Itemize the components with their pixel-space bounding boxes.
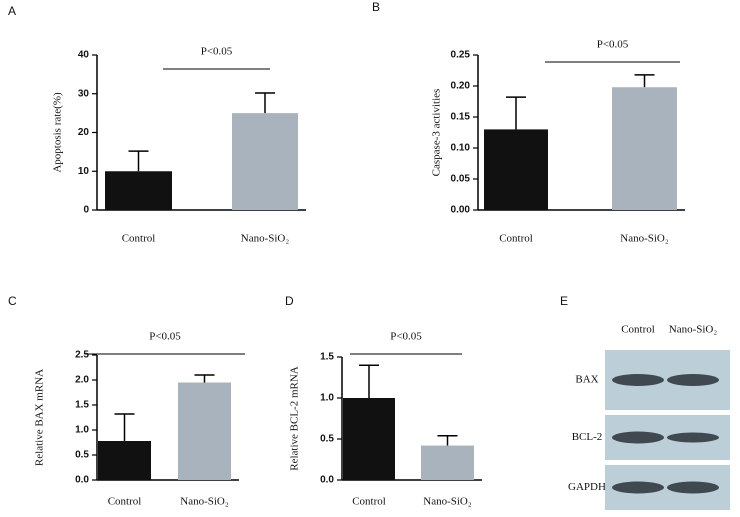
x-tick-label: Nano-SiO₂ <box>423 496 472 508</box>
panel-label: B <box>372 0 380 14</box>
bar <box>98 441 151 480</box>
blot-band <box>612 481 664 494</box>
y-tick-label: 2.5 <box>75 350 89 361</box>
annotation: P<0.05 <box>149 331 181 343</box>
y-tick-label: 1.5 <box>320 352 334 363</box>
x-tick-label: Control <box>499 233 533 245</box>
row-label: BCL-2 <box>572 431 603 443</box>
row-label: BAX <box>575 374 598 386</box>
row-label: GAPDH <box>568 481 606 493</box>
y-tick-label: 30 <box>78 88 90 99</box>
x-tick-label: Nano-SiO₂ <box>241 233 290 245</box>
x-tick-label: Nano-SiO₂ <box>180 496 229 508</box>
y-tick-label: 1.0 <box>75 425 89 436</box>
y-axis-label: Relative BCL-2 mRNA <box>289 366 301 471</box>
blot-band <box>667 374 719 386</box>
bar <box>105 171 172 210</box>
y-tick-label: 0.25 <box>451 50 471 61</box>
y-axis-label: Apoptosis rate(%) <box>52 92 64 173</box>
bar <box>484 129 548 210</box>
bar <box>612 87 677 210</box>
y-tick-label: 1.5 <box>75 400 89 411</box>
blot-band <box>667 432 719 443</box>
y-tick-label: 0.0 <box>75 475 89 486</box>
y-tick-label: 0.00 <box>451 205 471 216</box>
panel-label: A <box>8 4 16 18</box>
y-tick-label: 0.05 <box>451 174 471 185</box>
y-tick-label: 0.5 <box>75 450 89 461</box>
x-tick-label: Control <box>122 233 156 245</box>
y-tick-label: 0.0 <box>320 475 334 486</box>
lane-label: Nano-SiO₂ <box>669 324 718 336</box>
y-tick-label: 0.20 <box>451 81 471 92</box>
y-tick-label: 10 <box>78 166 90 177</box>
y-tick-label: 20 <box>78 127 90 138</box>
panel-label: E <box>560 294 568 308</box>
annotation: P<0.05 <box>390 331 422 343</box>
bar <box>178 382 231 480</box>
blot-band <box>612 431 664 444</box>
y-tick-label: 0.10 <box>451 143 471 154</box>
y-tick-label: 2.0 <box>75 375 89 386</box>
blot-band <box>667 481 719 494</box>
x-tick-label: Control <box>352 496 386 508</box>
y-tick-label: 40 <box>78 50 90 61</box>
bar <box>343 398 395 480</box>
x-tick-label: Control <box>108 496 142 508</box>
bar <box>232 113 298 210</box>
x-tick-label: Nano-SiO₂ <box>620 233 669 245</box>
y-tick-label: 0 <box>83 205 89 216</box>
blot-band <box>612 374 664 386</box>
annotation: P<0.05 <box>201 46 233 58</box>
annotation: P<0.05 <box>597 39 629 51</box>
y-tick-label: 0.5 <box>320 434 334 445</box>
panel-label: C <box>8 294 17 308</box>
y-tick-label: 0.15 <box>451 112 471 123</box>
panel-label: D <box>285 294 294 308</box>
bar <box>421 445 474 480</box>
y-axis-label: Relative BAX mRNA <box>34 369 46 466</box>
y-axis-label: Caspase-3 activities <box>431 89 443 177</box>
y-tick-label: 1.0 <box>320 393 334 404</box>
lane-label: Control <box>621 324 655 336</box>
